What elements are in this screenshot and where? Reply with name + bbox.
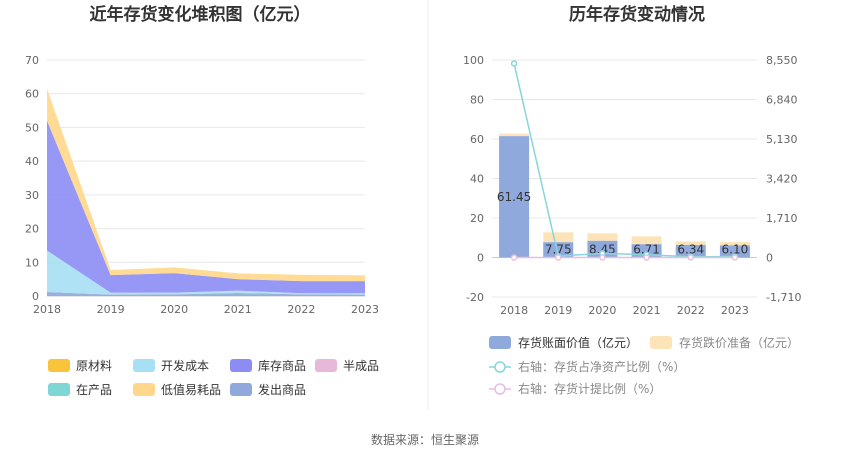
legend-label: 右轴：存货占净资产比例（%）	[518, 359, 685, 374]
left-y-tick-label: 50	[25, 121, 39, 134]
left-x-tick-label: 2018	[33, 303, 61, 316]
left-chart-areas	[47, 88, 365, 296]
left-x-tick-label: 2023	[351, 303, 379, 316]
provision-bar	[631, 236, 662, 245]
legend-swatch	[230, 383, 252, 396]
right-x-tick-label: 2022	[677, 304, 705, 317]
right-y-tick-label: -20	[466, 291, 484, 304]
right-y2-tick-label: -1,710	[766, 291, 801, 304]
legend-label: 右轴：存货计提比例（%）	[518, 381, 661, 396]
line-point	[687, 254, 694, 261]
legend-swatch	[650, 336, 672, 349]
left-y-tick-label: 40	[25, 155, 39, 168]
legend-swatch	[489, 336, 511, 349]
bar-value-label: 6.10	[722, 243, 749, 257]
right-y2-tick-label: 1,710	[766, 212, 798, 225]
right-y2-tick-label: 6,840	[766, 94, 798, 107]
legend-label: 开发成本	[161, 358, 209, 373]
series-line	[513, 63, 735, 258]
right-y-tick-label: 100	[463, 54, 484, 67]
legend-line-marker	[494, 361, 506, 373]
bar-value-label: 61.45	[497, 190, 531, 204]
area-layer	[47, 250, 365, 295]
provision-bar	[499, 133, 530, 137]
data-source-footer: 数据来源：恒生聚源	[371, 432, 479, 447]
left-chart-axis: 0 10 20 30 40 50 60 70 2018 2019 2020 2021 2022 2023	[25, 54, 379, 316]
legend-swatch	[48, 383, 70, 396]
provision-bar	[719, 242, 750, 246]
left-x-tick-label: 2022	[287, 303, 315, 316]
left-x-tick-label: 2021	[224, 303, 252, 316]
legend-swatch	[133, 383, 155, 396]
legend-label: 发出商品	[258, 382, 306, 397]
right-y-tick-label: 80	[470, 94, 484, 107]
book-value-bar	[675, 244, 706, 258]
right-y2-tick-label: 8,550	[766, 54, 798, 67]
book-value-bar	[543, 242, 574, 258]
left-x-tick-label: 2020	[160, 303, 188, 316]
left-y-tick-label: 60	[25, 88, 39, 101]
legend-swatch	[48, 359, 70, 372]
right-x-tick-label: 2019	[544, 304, 572, 317]
provision-bar	[675, 241, 706, 245]
provision-bar	[543, 232, 574, 243]
legend-label: 低值易耗品	[161, 382, 221, 397]
legend-label: 存货跌价准备（亿元）	[679, 335, 799, 350]
legend-swatch	[133, 359, 155, 372]
legend-swatch	[315, 359, 337, 372]
area-layer	[47, 291, 365, 296]
right-x-tick-label: 2023	[721, 304, 749, 317]
line-point	[599, 254, 606, 261]
left-y-tick-label: 20	[25, 223, 39, 236]
area-layer	[47, 120, 365, 294]
right-chart-grid	[492, 59, 757, 298]
left-y-tick-label: 70	[25, 54, 39, 67]
line-point	[643, 254, 650, 261]
bar-value-label: 6.34	[677, 243, 704, 257]
left-chart-title: 近年存货变化堆积图（亿元）	[90, 4, 311, 25]
legend-label: 库存商品	[258, 358, 306, 373]
right-y-tick-label: 40	[470, 173, 484, 186]
right-chart-lines	[510, 60, 739, 261]
right-y-tick-label: 0	[477, 252, 484, 265]
right-chart-bars: 61.457.75 8.45 6.71 6.34 6.10	[497, 133, 750, 258]
book-value-bar	[719, 245, 750, 258]
provision-bar	[587, 233, 618, 241]
legend-label: 存货账面价值（亿元）	[518, 335, 638, 350]
right-y2-tick-label: 3,420	[766, 173, 798, 186]
left-y-tick-label: 30	[25, 189, 39, 202]
bar-value-label: 7.75	[545, 243, 572, 257]
right-y2-tick-label: 0	[766, 252, 773, 265]
right-chart-axis: -20 0 20 40 60 80 100 -1,710 0 1,710 3,420 5,130 6,8…	[463, 54, 801, 317]
bar-value-label: 6.71	[633, 243, 660, 257]
legend-label: 半成品	[343, 359, 379, 373]
line-point	[731, 254, 739, 261]
line-point	[555, 254, 562, 261]
left-y-tick-label: 10	[25, 256, 39, 269]
left-x-tick-label: 2019	[97, 303, 125, 316]
right-y-tick-label: 20	[470, 212, 484, 225]
left-y-tick-label: 0	[32, 290, 39, 303]
right-x-tick-label: 2021	[633, 304, 661, 317]
right-x-tick-label: 2020	[588, 304, 616, 317]
right-chart-title: 历年存货变动情况	[569, 4, 705, 25]
right-y-tick-label: 60	[470, 133, 484, 146]
right-chart-legend: 存货账面价值（亿元） 存货跌价准备（亿元） 右轴：存货占净资产比例（%） 右轴：存货计…	[489, 335, 799, 396]
book-value-bar	[499, 136, 530, 258]
right-x-tick-label: 2018	[500, 304, 528, 317]
legend-label: 在产品	[76, 383, 112, 397]
line-point	[510, 254, 518, 261]
legend-swatch	[230, 359, 252, 372]
line-point	[510, 60, 518, 67]
right-y2-tick-label: 5,130	[766, 133, 798, 146]
legend-label: 原材料	[76, 359, 112, 373]
legend-line-marker	[494, 383, 506, 395]
